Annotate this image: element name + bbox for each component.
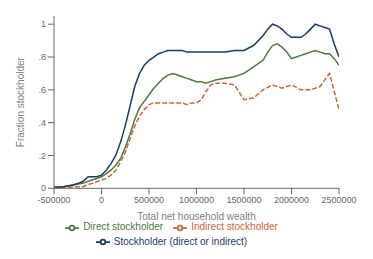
svg-text:1000000: 1000000 <box>179 195 214 205</box>
svg-text:.6: .6 <box>38 85 46 95</box>
svg-text:1: 1 <box>41 19 46 29</box>
html-text:Direct stockholder: Direct stockholder <box>83 221 164 233</box>
svg-text:1500000: 1500000 <box>226 195 261 205</box>
svg-text:.2: .2 <box>38 151 46 161</box>
svg-text:2000000: 2000000 <box>274 195 309 205</box>
html-text:Indirect stockholder: Indirect stockholder <box>191 221 278 233</box>
svg-text:0: 0 <box>99 195 104 205</box>
html-text:Stockholder (direct or indirec: Stockholder (direct or indirect) <box>113 235 248 247</box>
svg-text:0: 0 <box>41 183 46 193</box>
svg-text:.8: .8 <box>38 52 46 62</box>
svg-text:500000: 500000 <box>134 195 164 205</box>
svg-text:2500000: 2500000 <box>321 195 356 205</box>
svg-text:.4: .4 <box>38 118 46 128</box>
svg-text:-500000: -500000 <box>37 195 70 205</box>
svg-text:Total net household wealth: Total net household wealth <box>137 211 255 222</box>
svg-text:Fraction stockholder: Fraction stockholder <box>15 56 26 147</box>
